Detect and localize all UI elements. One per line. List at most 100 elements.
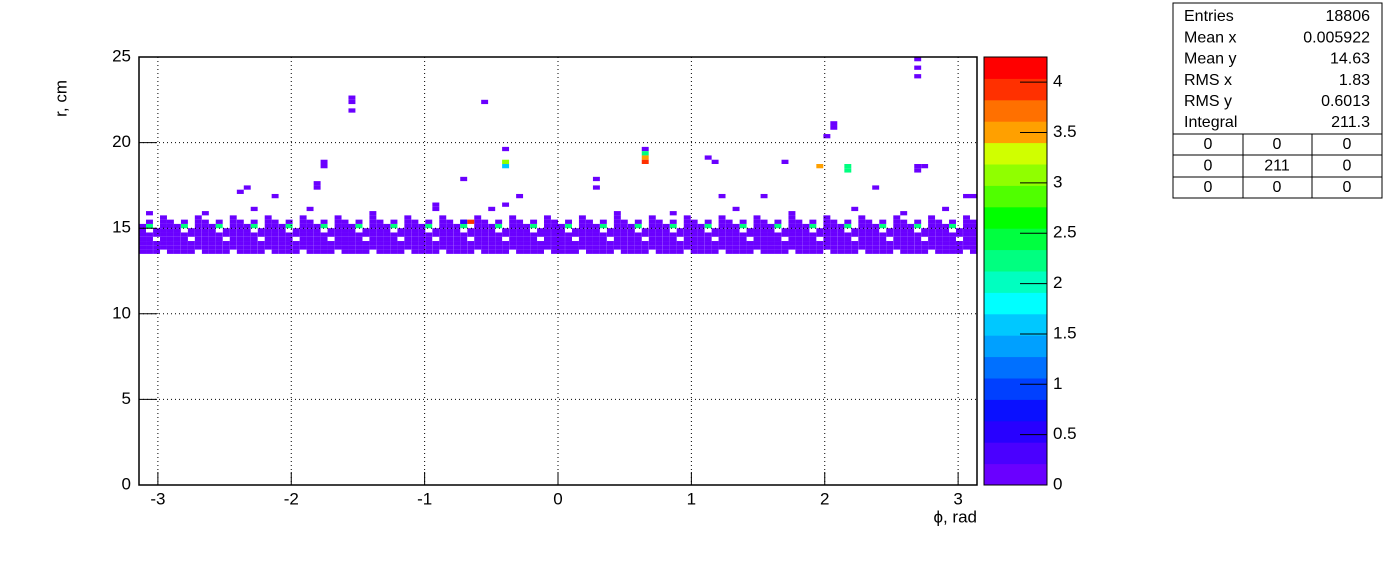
cell: [865, 245, 873, 250]
cell: [481, 236, 489, 242]
stats-label: Entries: [1184, 8, 1234, 25]
cell: [704, 223, 712, 229]
cell: [753, 219, 761, 224]
cell: [711, 228, 719, 233]
cell: [551, 241, 558, 246]
cell: [606, 228, 614, 233]
cell: [683, 245, 691, 250]
cell: [802, 228, 810, 233]
cell: [355, 232, 363, 237]
cell: [816, 228, 824, 233]
cell: [250, 206, 258, 212]
cell: [369, 228, 377, 233]
cell: [858, 219, 866, 224]
cell: [537, 245, 544, 250]
cell: [523, 228, 530, 233]
cell: [753, 223, 761, 229]
cell: [816, 241, 824, 246]
cell: [697, 236, 705, 242]
cell: [257, 232, 265, 237]
color-swatch: [984, 206, 1047, 229]
cell: [299, 245, 307, 250]
cell: [299, 228, 307, 233]
cell: [543, 232, 551, 237]
cell: [509, 215, 517, 220]
cell: [523, 241, 530, 246]
cell: [725, 241, 733, 246]
cell: [634, 241, 642, 246]
cell: [788, 219, 796, 224]
cell: [578, 241, 586, 246]
cell: [173, 236, 181, 242]
cell: [578, 236, 586, 242]
z-tick-label: 3: [1053, 172, 1062, 191]
cell: [397, 232, 405, 237]
color-swatch: [984, 57, 1047, 79]
z-tick-label: 1: [1053, 374, 1062, 393]
cell: [732, 249, 740, 254]
cell: [907, 223, 915, 229]
cell: [250, 236, 258, 242]
cell: [844, 232, 852, 237]
cell: [809, 241, 817, 246]
cell: [320, 241, 328, 246]
cell: [285, 219, 293, 224]
cell: [509, 228, 517, 233]
cell: [139, 249, 147, 254]
cell: [495, 241, 503, 246]
cell: [187, 245, 195, 250]
cell: [851, 228, 859, 233]
x-tick-label: 1: [687, 489, 696, 508]
cell: [327, 245, 335, 250]
cell: [285, 249, 293, 254]
cell: [669, 236, 677, 242]
cell: [969, 236, 977, 242]
cell: [397, 249, 405, 254]
stats-cell: 0: [1204, 158, 1213, 175]
cell: [942, 245, 950, 250]
cell: [229, 232, 237, 237]
cell: [613, 228, 621, 233]
cell: [495, 223, 503, 229]
cell: [704, 219, 712, 224]
cell: [551, 232, 558, 237]
cell: [969, 241, 977, 246]
cell: [160, 219, 167, 224]
cell: [369, 211, 377, 216]
cell: [530, 249, 538, 254]
cell: [774, 219, 782, 224]
cell: [404, 232, 412, 237]
cell: [599, 245, 607, 250]
cell: [578, 219, 586, 224]
cell: [243, 249, 251, 254]
stats-value: 0.005922: [1303, 29, 1370, 46]
cell: [551, 236, 558, 242]
cell: [285, 223, 293, 229]
cell: [746, 232, 754, 237]
cell: [313, 228, 321, 233]
cell: [900, 228, 908, 233]
cell: [194, 232, 202, 237]
cell: [963, 228, 970, 233]
cell: [543, 236, 551, 242]
cell: [509, 223, 517, 229]
cell: [578, 215, 586, 220]
cell: [565, 249, 573, 254]
cell: [201, 236, 209, 242]
cell: [320, 164, 328, 169]
cell: [348, 241, 356, 246]
cell: [348, 108, 356, 113]
cell: [460, 223, 468, 229]
cell: [655, 232, 663, 237]
z-tick-label: 0: [1053, 474, 1062, 493]
cell: [669, 245, 677, 250]
cell: [969, 249, 977, 254]
stats-value: 14.63: [1330, 51, 1370, 68]
cell: [711, 159, 719, 164]
cell: [516, 241, 524, 246]
cell: [460, 236, 468, 242]
cell: [348, 99, 356, 105]
cell: [641, 241, 649, 246]
cell: [697, 249, 705, 254]
cell: [222, 232, 230, 237]
